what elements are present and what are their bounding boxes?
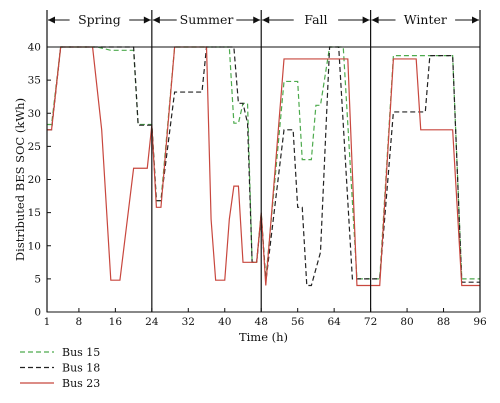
legend-item: Bus 23 <box>20 377 100 390</box>
x-tick-label: 64 <box>327 316 341 328</box>
y-axis-ticks: 0 5 10 15 20 25 30 35 40 <box>28 42 51 319</box>
y-tick-label: 5 <box>34 273 41 285</box>
legend-label: Bus 18 <box>62 362 100 375</box>
arrowhead-left <box>48 16 55 24</box>
x-tick-label: 72 <box>364 316 377 328</box>
season-label: Summer <box>180 12 234 27</box>
x-axis-title: Time (h) <box>239 330 288 344</box>
x-tick-label: 32 <box>182 316 195 328</box>
season-fall: Fall <box>262 12 370 27</box>
y-tick-label: 40 <box>28 42 41 54</box>
x-tick-label: 88 <box>437 316 450 328</box>
x-tick-label: 1 <box>44 316 51 328</box>
season-header: Spring Summer Fall Winter <box>48 12 479 27</box>
x-tick-label: 48 <box>255 316 268 328</box>
series-lines <box>47 46 480 287</box>
legend-label: Bus 15 <box>62 346 100 359</box>
x-tick-label: 80 <box>400 316 413 328</box>
x-tick-label: 16 <box>109 316 123 328</box>
x-tick-label: 56 <box>291 316 305 328</box>
y-tick-label: 10 <box>28 240 41 252</box>
season-summer: Summer <box>152 12 261 27</box>
arrowhead-right <box>362 16 370 24</box>
y-tick-label: 30 <box>28 108 41 120</box>
x-tick-label: 96 <box>473 316 487 328</box>
y-tick-label: 35 <box>28 75 41 87</box>
series-line-bus-23 <box>47 46 480 287</box>
season-label: Fall <box>304 12 327 27</box>
x-axis-ticks: 1 8 16 24 32 40 48 56 64 72 80 88 96 <box>44 308 487 328</box>
arrowhead-left <box>262 16 270 24</box>
x-tick-label: 40 <box>218 316 231 328</box>
legend: Bus 15 Bus 18 Bus 23 <box>20 346 100 390</box>
season-label: Spring <box>78 12 121 27</box>
x-tick-label: 24 <box>145 316 159 328</box>
x-tick-label: 8 <box>76 316 83 328</box>
season-spring: Spring <box>48 12 151 27</box>
season-label: Winter <box>404 12 447 27</box>
y-axis-title: Distributed BES SOC (kWh) <box>13 98 27 261</box>
y-tick-label: 15 <box>28 207 41 219</box>
season-dividers <box>46 10 481 312</box>
arrowhead-left <box>371 16 379 24</box>
arrowhead-right <box>472 16 479 24</box>
series-line-bus-15 <box>47 46 480 280</box>
arrowhead-right <box>253 16 261 24</box>
arrowhead-left <box>152 16 160 24</box>
y-tick-label: 0 <box>34 307 41 319</box>
y-tick-label: 20 <box>28 174 41 186</box>
legend-item: Bus 15 <box>20 346 100 359</box>
y-tick-label: 25 <box>28 141 41 153</box>
plot-frame <box>46 46 481 313</box>
legend-item: Bus 18 <box>20 362 100 375</box>
arrowhead-right <box>143 16 151 24</box>
season-winter: Winter <box>371 12 479 27</box>
legend-label: Bus 23 <box>62 377 100 390</box>
